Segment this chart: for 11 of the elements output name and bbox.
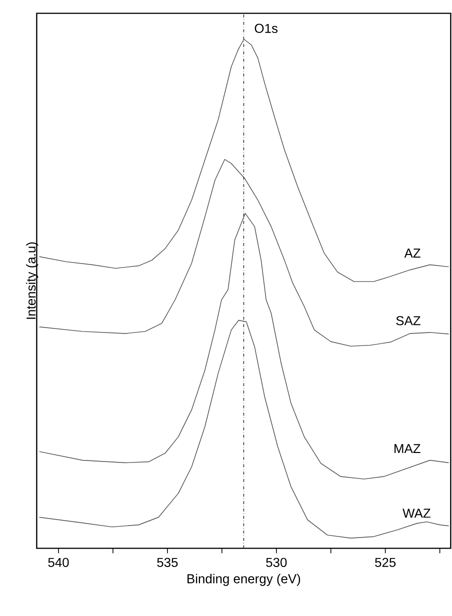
ref-line-label: O1s: [254, 24, 278, 33]
series-label: SAZ: [396, 316, 420, 326]
series-label: WAZ: [402, 508, 430, 518]
x-tick-label: 530: [266, 558, 287, 567]
series-label: MAZ: [394, 444, 420, 454]
x-axis-title: Binding energy (eV): [188, 574, 300, 586]
y-axis-title: Intensity (a.u): [26, 242, 38, 319]
x-tick-label: 525: [375, 558, 396, 567]
x-tick-label: 535: [157, 558, 178, 567]
x-tick-label: 540: [48, 558, 69, 567]
series-label: AZ: [404, 248, 420, 258]
